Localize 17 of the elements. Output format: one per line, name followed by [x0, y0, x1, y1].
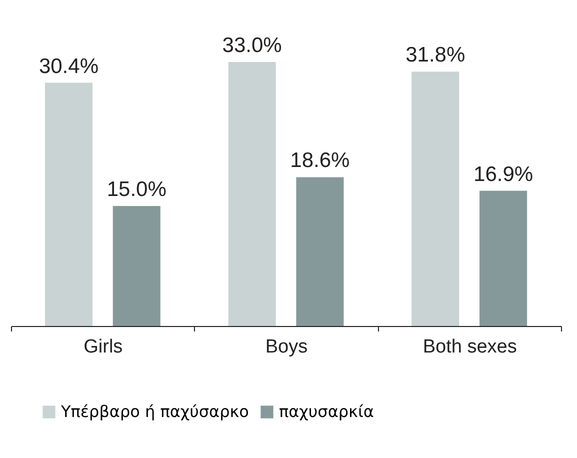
data-label: 15.0%	[106, 178, 166, 201]
bar	[228, 62, 276, 326]
data-label: 33.0%	[222, 34, 282, 57]
legend-label: παχυσαρκία	[279, 402, 374, 421]
data-label: 30.4%	[38, 54, 98, 78]
x-tick-label: Both sexes	[422, 336, 517, 358]
bar	[412, 72, 460, 326]
data-label: 31.8%	[406, 44, 466, 67]
bar	[112, 206, 160, 326]
bar	[480, 190, 528, 326]
data-label: 18.6%	[290, 149, 350, 172]
x-tick-label: Girls	[84, 336, 123, 358]
x-tick-label: Boys	[265, 336, 308, 358]
bar	[44, 82, 92, 326]
bar	[296, 177, 344, 326]
legend-label: Υπέρβαρο ή παχύσαρκο	[60, 402, 249, 421]
data-label: 16.9%	[474, 162, 534, 186]
